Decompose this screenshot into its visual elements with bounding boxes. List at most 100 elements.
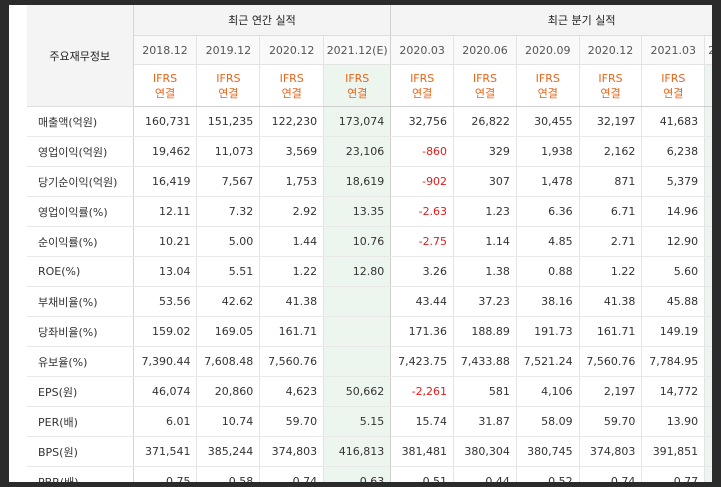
value-cell: 10.74: [196, 406, 260, 437]
value-cell: -902: [390, 166, 454, 197]
value-cell: 7,433.88: [453, 346, 517, 377]
value-cell: 4,106: [515, 376, 580, 407]
period-header-row: 2018.12 2019.12 2020.12 2021.12(E) 2020.03 20…: [27, 35, 712, 65]
value-cell: 307: [453, 166, 517, 197]
value-cell: 12.80: [323, 256, 392, 287]
value-cell: 188.89: [453, 316, 517, 347]
value-cell: 31.87: [453, 406, 517, 437]
value-cell: 2.92: [259, 196, 324, 227]
value-cell: 7,784.95: [641, 346, 705, 377]
value-cell: 5,379: [641, 166, 705, 197]
row-label: PBR(배): [27, 466, 134, 482]
ifrs-label: IFRS: [410, 71, 435, 85]
value-cell: 385,244: [196, 436, 260, 467]
value-cell: 50,662: [323, 376, 392, 407]
value-cell: 16,419: [133, 166, 197, 197]
table-row: ROE(%) 13.04 5.51 1.22 12.80 3.26 1.38 0.88 1.22…: [27, 256, 712, 287]
value-cell: 381,481: [390, 436, 454, 467]
value-cell: 43.44: [390, 286, 454, 317]
value-cell: 14.96: [641, 196, 705, 227]
value-cell: 41.38: [259, 286, 324, 317]
period-header: 2020.03: [390, 35, 454, 65]
value-cell: 23,106: [323, 136, 392, 167]
row-label: 당기순이익(억원): [27, 166, 134, 197]
row-label: 매출액(억원): [27, 106, 134, 137]
table-row: PBR(배) 0.75 0.58 0.74 0.63 0.51 0.44 0.52 0.74 0.…: [27, 466, 712, 482]
value-cell: 0.77: [641, 466, 705, 482]
period-header: 2020.06: [453, 35, 517, 65]
value-cell: 0.88: [515, 256, 580, 287]
value-cell: 4,638: [704, 166, 712, 197]
consolidated-label: 연결: [281, 86, 302, 100]
value-cell: 2,197: [578, 376, 642, 407]
table-row: PER(배) 6.01 10.74 59.70 5.15 15.74 31.87 58.09 5…: [27, 406, 712, 437]
value-cell: 12.90: [641, 226, 705, 257]
value-cell: 6.36: [515, 196, 580, 227]
value-cell: [704, 466, 712, 482]
table-body: 매출액(억원) 160,731 151,235 122,230 173,074 32,75…: [27, 106, 712, 482]
value-cell: 6.01: [133, 406, 197, 437]
value-cell: 2,162: [578, 136, 642, 167]
period-header: 2021.12(E): [323, 35, 392, 65]
value-cell: [704, 316, 712, 347]
row-label: 부채비율(%): [27, 286, 134, 317]
value-cell: 173,074: [323, 106, 392, 137]
value-cell: 5.51: [196, 256, 260, 287]
value-cell: 45.88: [641, 286, 705, 317]
period-header: 2021.06(E): [704, 35, 712, 65]
value-cell: 32,756: [390, 106, 454, 137]
value-cell: [323, 286, 392, 317]
value-cell: 391,851: [641, 436, 705, 467]
consolidated-label: 연결: [705, 86, 712, 101]
annual-title: 최근 연간 실적: [133, 5, 392, 36]
period-header: 2020.12: [578, 35, 642, 65]
row-label-header: 주요재무정보: [27, 5, 134, 107]
consolidated-label: 연결: [474, 86, 496, 100]
value-cell: 1.22: [259, 256, 324, 287]
value-cell: [704, 346, 712, 377]
value-cell: 3,569: [259, 136, 324, 167]
table-row: EPS(원) 46,074 20,860 4,623 50,662 -2,261 581 4,…: [27, 376, 712, 407]
value-cell: 7,423.75: [390, 346, 454, 377]
value-cell: 0.52: [515, 466, 580, 482]
value-cell: 151,235: [196, 106, 260, 137]
value-cell: 0.44: [453, 466, 517, 482]
value-cell: 59.70: [578, 406, 642, 437]
value-cell: 329: [453, 136, 517, 167]
table-row: 유보율(%) 7,390.44 7,608.48 7,560.76 7,423.75 7,…: [27, 346, 712, 377]
value-cell: 13.90: [641, 406, 705, 437]
value-cell: 159.02: [133, 316, 197, 347]
value-cell: 161.71: [578, 316, 642, 347]
value-cell: 59.70: [259, 406, 324, 437]
financial-table-panel: 주요재무정보 최근 연간 실적 최근 분기 실적 2018.12 2019.12 2…: [9, 5, 712, 482]
period-header: 2020.09: [515, 35, 580, 65]
ifrs-label: IFRS: [661, 71, 686, 85]
value-cell: 10.67: [704, 226, 712, 257]
ifrs-label: IFRS: [152, 71, 178, 85]
value-cell: 41,683: [641, 106, 705, 137]
value-cell: 30,455: [515, 106, 580, 137]
value-cell: 1.38: [453, 256, 517, 287]
value-cell: 32,197: [578, 106, 642, 137]
value-cell: 46,074: [133, 376, 197, 407]
value-cell: 19.79: [704, 406, 712, 437]
ifrs-label: IFRS: [705, 71, 712, 86]
ifrs-label: IFRS: [216, 71, 241, 85]
value-cell: 581: [453, 376, 517, 407]
period-header: 2021.03: [641, 35, 705, 65]
value-cell: 374,803: [259, 436, 324, 467]
value-cell: 374,803: [578, 436, 642, 467]
value-cell: 20,860: [196, 376, 260, 407]
table-row: 당기순이익(억원) 16,419 7,567 1,753 18,619 -902 307 1,…: [27, 166, 712, 197]
value-cell: 42.62: [196, 286, 260, 317]
value-cell: 871: [578, 166, 642, 197]
value-cell: 0.63: [323, 466, 392, 482]
value-cell: 1,753: [259, 166, 324, 197]
period-header: 2019.12: [196, 35, 260, 65]
